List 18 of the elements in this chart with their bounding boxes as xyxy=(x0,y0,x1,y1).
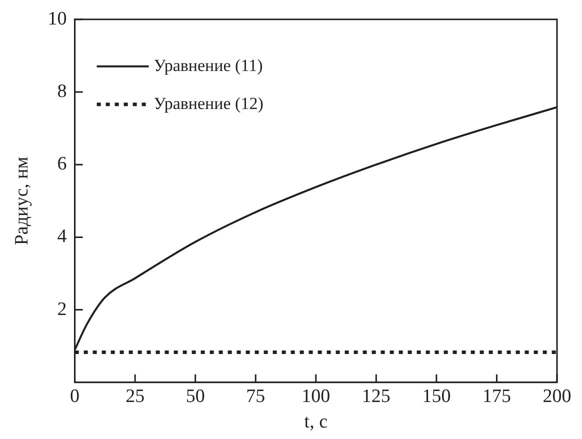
x-tick-label: 200 xyxy=(542,386,572,407)
y-tick-label: 6 xyxy=(57,154,67,175)
x-axis-title: t, с xyxy=(304,412,328,433)
y-tick-label: 2 xyxy=(57,298,67,320)
x-tick-label: 75 xyxy=(246,386,266,407)
y-tick-label: 10 xyxy=(48,8,67,30)
legend-label: Уравнение (12) xyxy=(154,94,264,113)
x-tick-label: 125 xyxy=(362,386,390,407)
x-tick-label: 25 xyxy=(126,386,145,407)
y-tick-label: 8 xyxy=(57,80,67,102)
x-tick-label: 100 xyxy=(302,386,330,407)
x-tick-label: 0 xyxy=(70,386,80,407)
x-tick-label: 150 xyxy=(422,386,451,407)
x-tick-label: 175 xyxy=(482,386,511,407)
legend-label: Уравнение (11) xyxy=(154,56,263,75)
y-axis-title: Радиус, нм xyxy=(11,156,32,246)
x-tick-label: 50 xyxy=(186,386,205,407)
y-tick-label: 4 xyxy=(57,226,68,248)
